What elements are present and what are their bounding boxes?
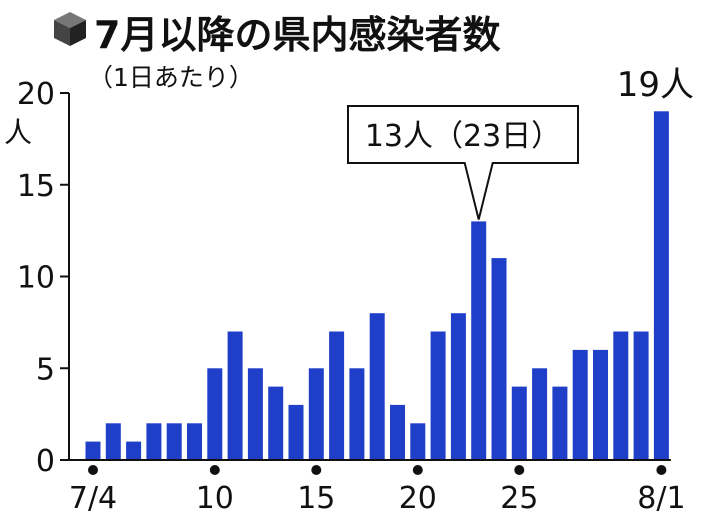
bar [390, 404, 405, 460]
chart-title: 7月以降の県内感染者数 [94, 13, 500, 57]
bar [329, 331, 345, 460]
bar [227, 331, 243, 460]
bar [288, 404, 304, 460]
y-axis-unit: 人 [4, 116, 32, 149]
y-tick-label: 10 [17, 261, 55, 296]
bar [450, 313, 466, 460]
bars [85, 111, 669, 461]
bar [593, 349, 608, 460]
bar [126, 441, 142, 460]
callout-annotation: 13人（23日） [347, 105, 579, 220]
bar [166, 423, 182, 460]
cube-icon [54, 12, 86, 46]
x-tick-label: 8/1 [637, 481, 685, 516]
callout-label: 13人（23日） [365, 119, 561, 154]
x-tick-dot [514, 465, 525, 475]
bar [247, 368, 263, 461]
x-tick-label: 20 [399, 481, 437, 516]
bar [471, 221, 487, 460]
x-tick-label: 7/4 [69, 481, 117, 516]
x-tick-label: 25 [500, 481, 538, 516]
y-axis: 0 5 10 15 20 [17, 77, 70, 479]
y-tick-label: 0 [36, 444, 55, 479]
bar [532, 368, 548, 461]
title-group: 7月以降の県内感染者数 [54, 12, 500, 57]
x-tick-dot [656, 465, 667, 475]
end-bar-label: 19人 [617, 65, 694, 105]
bar [146, 423, 162, 460]
bar [268, 386, 284, 460]
bar [430, 331, 446, 460]
y-tick-label: 20 [17, 77, 55, 112]
bar [572, 349, 588, 460]
bar [491, 258, 507, 460]
bar [653, 111, 669, 461]
bar [613, 331, 629, 460]
x-tick-label: 15 [297, 481, 335, 516]
x-tick-dot [412, 465, 423, 475]
bar [207, 368, 223, 461]
bar [369, 313, 385, 460]
x-tick-dot [209, 465, 220, 475]
x-tick-label: 10 [196, 481, 234, 516]
bar [187, 423, 202, 460]
callout-box [347, 105, 579, 220]
x-tick-dot [88, 465, 98, 475]
end-label-annotation: 19人 [617, 65, 694, 105]
bar [511, 386, 527, 460]
bar [308, 368, 324, 461]
bar [552, 386, 568, 460]
y-tick-label: 15 [17, 169, 55, 204]
x-tick-dot [311, 465, 322, 475]
y-tick-label: 5 [36, 352, 55, 387]
x-axis: 7/4 10 15 20 25 8/1 [69, 459, 686, 516]
bar [410, 423, 426, 460]
bar [349, 368, 365, 461]
chart-subtitle: （1日あたり） [88, 63, 254, 92]
bar [85, 441, 101, 460]
bar [105, 423, 121, 460]
bar [633, 331, 649, 460]
